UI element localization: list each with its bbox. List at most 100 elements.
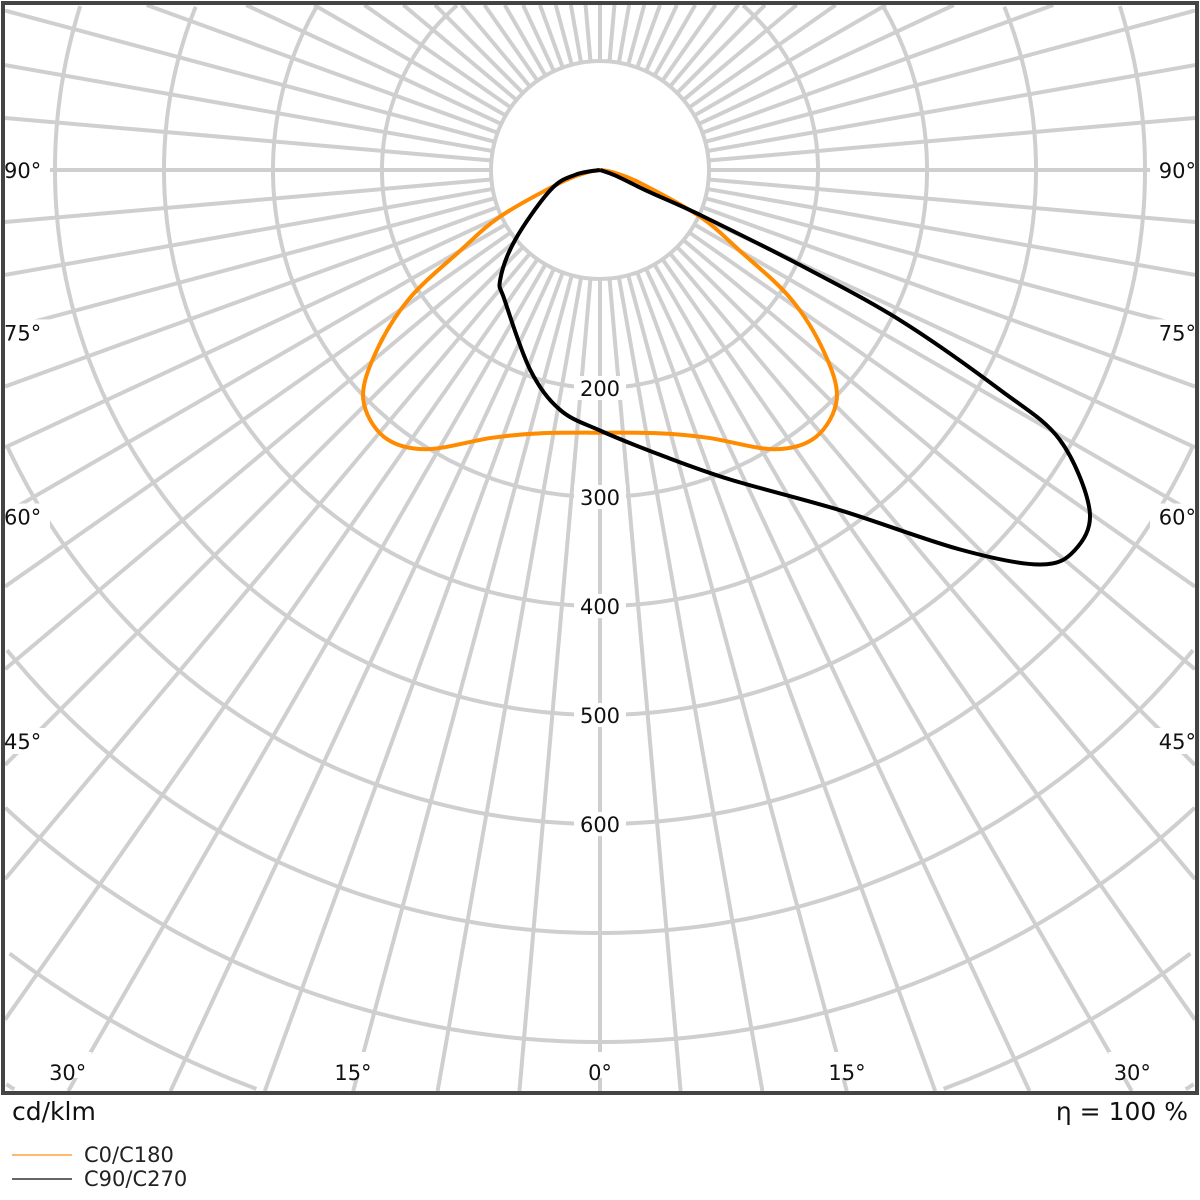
grid-ring [600,5,1038,608]
plot-frame [1,1,1199,1095]
angle-label: 0° [588,1061,612,1085]
angle-label-bg [1150,319,1196,346]
angle-label: 60° [4,506,41,530]
radial-tick-label: 300 [580,486,620,510]
grid-spoke [5,196,496,332]
grid-spoke [521,5,556,73]
angle-label-bg [576,1052,624,1078]
legend-label: C90/C270 [84,1167,188,1191]
grid-spoke [688,230,1195,589]
grid-ring [600,5,929,499]
grid-ring [5,806,600,1044]
angle-label-bg [1150,503,1196,530]
grid-spoke [351,274,574,1091]
grid-spoke [460,5,532,88]
series-curve-c90-c270 [497,168,1093,567]
grid-spoke [693,5,887,118]
grid-spoke [5,258,540,1021]
grid-spoke [626,5,647,66]
grid-ring [162,5,600,608]
grid-spoke [568,5,584,64]
grid-spoke [652,5,697,77]
grid-spoke [706,63,1195,154]
angle-label-bg [1150,157,1196,183]
grid-spoke [5,186,494,277]
grid-spoke [313,5,507,118]
grid-spoke [607,5,617,62]
angle-label: 15° [334,1061,371,1085]
angle-label-bg [1150,728,1196,754]
grid-spoke [704,196,1195,332]
angle-label-bg [1108,1052,1157,1078]
grid-spoke [675,245,1195,767]
angle-label: 45° [1159,730,1196,754]
grid-ring [271,5,600,499]
angle-label: 30° [49,1061,86,1085]
grid-spoke [708,177,1195,225]
grid-spoke [701,205,1195,389]
grid-spoke [5,222,507,516]
grid-spoke [245,5,503,126]
grid-spoke [5,214,503,450]
grid-spoke [626,274,849,1091]
grid-spoke [693,222,1195,516]
angle-label-bg [4,728,50,754]
grid-spoke [616,276,765,1091]
grid-spoke [5,63,494,154]
angle-label: 45° [4,730,41,754]
unit-label: cd/klm [12,1097,96,1126]
grid-ring [8,951,258,1091]
grid-spoke [5,245,525,767]
grid-ring [600,445,1195,826]
grid-spoke [660,258,1195,1021]
grid-spoke [435,276,584,1091]
grid-spoke [5,252,532,881]
legend-item-c90: C90/C270 [12,1167,187,1191]
angle-label-bg [43,1052,92,1078]
angle-label-bg [4,319,50,346]
grid-spoke [708,115,1195,163]
grid-spoke [583,5,593,62]
radial-tick-label: 600 [580,813,620,837]
grid-ring [5,648,600,935]
grid-spoke [5,8,496,144]
grid-spoke [701,5,1055,135]
radial-tick-label: 200 [580,377,620,401]
grid-spoke [503,5,548,77]
angle-label: 75° [4,321,41,345]
grid-spoke [675,5,767,95]
angle-label: 75° [1159,321,1196,345]
grid-spoke [262,271,565,1091]
radial-tick-label: 400 [580,595,620,619]
grid-spoke [688,5,837,110]
grid-spoke [668,5,740,88]
grid-ring [600,5,1147,717]
legend-label: C0/C180 [84,1143,174,1167]
grid-ring [942,951,1192,1091]
grid-spoke [5,238,518,671]
polar-grid [5,5,1195,1091]
grid-ring [53,5,600,717]
radial-tick-label: 500 [580,704,620,728]
grid-spoke [402,5,518,102]
legend-item-c0: C0/C180 [12,1143,174,1167]
grid-ring [600,648,1195,935]
grid-spoke [635,271,938,1091]
radial-label-bg [574,485,626,509]
grid-spoke [644,5,679,73]
angle-label-bg [4,503,50,530]
grid-spoke [607,278,683,1091]
grid-spoke [433,5,525,95]
radial-label-bg [574,594,626,618]
grid-spoke [652,263,1134,1091]
angle-label-bg [823,1052,872,1078]
grid-spoke [66,263,548,1091]
grid-spoke [704,8,1195,144]
grid-spoke [616,5,632,64]
radial-label-bg [574,812,626,836]
grid-spoke [5,177,492,225]
legend-swatch [12,1178,72,1180]
grid-spoke [482,5,540,82]
grid-spoke [553,5,574,66]
